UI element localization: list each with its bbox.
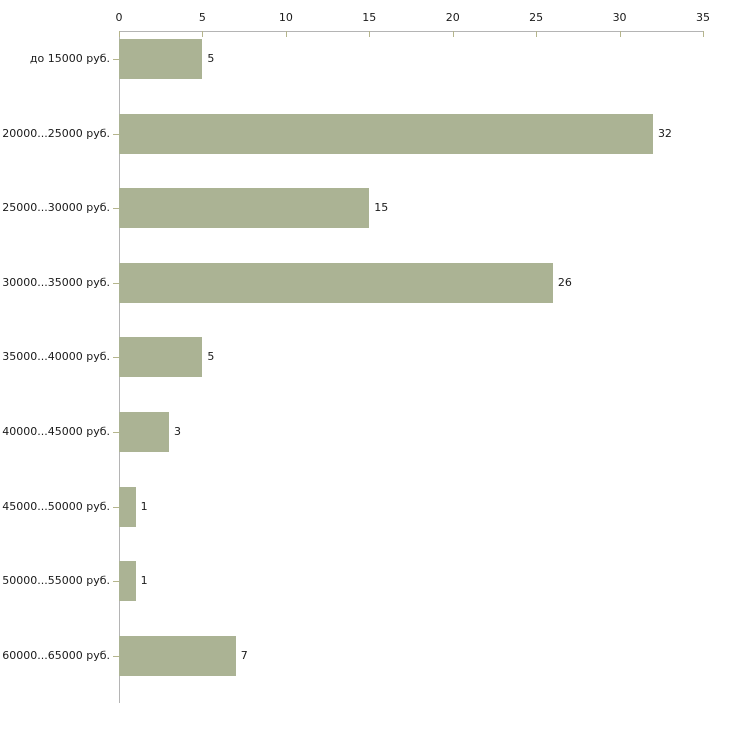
bar[interactable]	[119, 561, 136, 602]
bar[interactable]	[119, 337, 203, 378]
x-tick	[703, 31, 704, 37]
y-tick	[113, 208, 119, 209]
x-tick-label: 0	[115, 11, 123, 24]
x-tick-label: 25	[529, 11, 544, 24]
bar-value-label: 5	[207, 52, 215, 65]
bar[interactable]	[119, 188, 370, 229]
y-tick	[113, 134, 119, 135]
bar[interactable]	[119, 262, 553, 303]
x-tick-label: 5	[198, 11, 206, 24]
bar-value-label: 15	[374, 201, 389, 215]
x-tick	[285, 31, 287, 37]
category-label: 45000...50000 руб.	[2, 499, 110, 513]
category-label: 20000...25000 руб.	[2, 126, 110, 140]
x-tick	[202, 31, 204, 37]
bar-value-label: 32	[657, 126, 672, 140]
x-axis-line	[119, 31, 703, 32]
bar[interactable]	[119, 39, 203, 79]
bar[interactable]	[119, 486, 136, 527]
y-tick	[113, 357, 119, 358]
y-tick	[113, 432, 119, 433]
bar-value-label: 7	[240, 648, 248, 662]
bar[interactable]	[119, 113, 653, 154]
x-tick	[536, 31, 538, 37]
x-tick	[369, 31, 371, 37]
category-label: 40000...45000 руб.	[2, 425, 110, 438]
bar-value-label: 3	[174, 425, 182, 438]
bar[interactable]	[119, 412, 170, 452]
x-tick	[452, 31, 454, 37]
category-label: 25000...30000 руб.	[2, 201, 110, 215]
x-tick	[619, 31, 621, 37]
y-tick	[113, 656, 119, 657]
y-tick	[113, 283, 119, 284]
y-tick	[113, 507, 119, 508]
bar-value-label: 1	[140, 574, 148, 588]
category-label: 60000...65000 руб.	[2, 648, 110, 662]
x-tick-label: 20	[445, 11, 460, 24]
x-tick-label: 30	[612, 11, 627, 24]
x-tick-label: 15	[362, 11, 377, 24]
category-label: до 15000 руб.	[29, 52, 110, 65]
bar-value-label: 5	[207, 350, 215, 364]
bar-value-label: 1	[140, 499, 148, 513]
y-tick	[113, 59, 119, 60]
bar-value-label: 26	[557, 275, 572, 289]
bar[interactable]	[119, 635, 236, 676]
category-label: 35000...40000 руб.	[2, 350, 110, 364]
x-tick-label: 10	[278, 11, 293, 24]
category-label: 30000...35000 руб.	[2, 275, 110, 289]
category-label: 50000...55000 руб.	[2, 574, 110, 588]
x-tick-label: 35	[696, 11, 710, 24]
x-tick	[119, 31, 120, 37]
y-tick	[113, 581, 119, 582]
